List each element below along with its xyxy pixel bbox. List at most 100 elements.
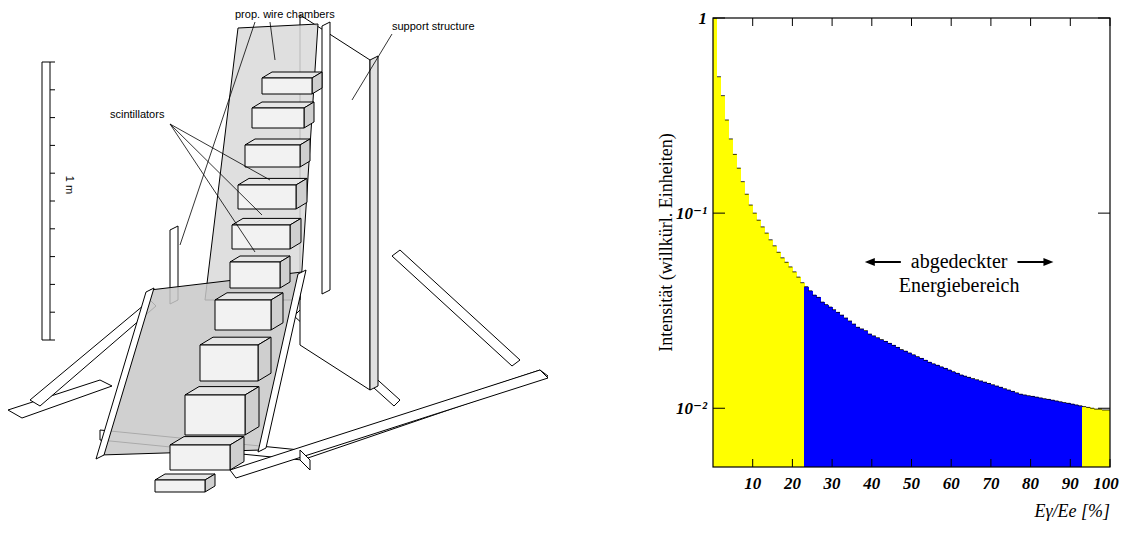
bar-top	[915, 356, 919, 357]
histogram-bar	[745, 194, 749, 467]
histogram-bar	[1043, 399, 1047, 467]
scintillator-top	[232, 218, 301, 225]
scintillator-front	[252, 108, 304, 128]
bar-top	[1078, 405, 1082, 406]
annotation-arrowhead	[865, 258, 875, 266]
x-tick-label: 40	[862, 474, 881, 493]
histogram-bar	[725, 120, 729, 467]
bar-top	[947, 370, 951, 371]
histogram-bar	[749, 205, 753, 467]
histogram-bar	[808, 291, 812, 467]
scintillator-front	[155, 480, 205, 492]
bar-top	[1035, 397, 1039, 398]
histogram-bar	[836, 312, 840, 467]
scintillator-side	[258, 337, 271, 381]
histogram-bar	[904, 351, 908, 467]
histogram-bar	[1035, 397, 1039, 467]
bar-top	[844, 318, 848, 319]
bars	[713, 18, 1110, 467]
histogram-bar	[991, 385, 995, 467]
histogram-bar	[816, 297, 820, 467]
annotation-line: abgedeckter	[911, 250, 1008, 273]
scale-tick	[50, 145, 55, 146]
bar-top	[765, 233, 769, 234]
bar-top	[987, 383, 991, 384]
y-tick	[713, 18, 725, 19]
bar-top	[832, 309, 836, 310]
bar-top	[1050, 400, 1054, 401]
bar-top	[864, 330, 868, 331]
histogram-bar	[959, 375, 963, 467]
x-tick-label: 20	[783, 474, 802, 493]
histogram-bar	[939, 367, 943, 467]
x-tick-label: 90	[1062, 474, 1080, 493]
histogram-bar	[880, 340, 884, 467]
histogram-bar	[856, 327, 860, 467]
scintillator-side	[312, 72, 322, 94]
bar-top	[1015, 392, 1019, 393]
x-tick	[951, 459, 952, 467]
y-tick	[713, 408, 725, 409]
histogram-bar	[1046, 399, 1050, 467]
histogram-bar	[804, 287, 808, 467]
histogram-bar	[1070, 404, 1074, 467]
detector-diagram	[8, 15, 548, 492]
scale-tick	[50, 89, 55, 90]
leader-line	[270, 22, 275, 60]
scintillator-front	[232, 225, 290, 249]
y-tick	[1098, 408, 1110, 409]
bar-top	[939, 366, 943, 367]
bar-top	[800, 282, 804, 283]
histogram-bar	[947, 370, 951, 467]
bar-top	[908, 352, 912, 353]
histogram-bar	[951, 372, 955, 467]
bar-top	[943, 368, 947, 369]
histogram-bar	[892, 345, 896, 467]
bar-top	[1094, 409, 1098, 410]
bar-top	[773, 245, 777, 246]
scintillator-front	[185, 395, 245, 435]
bar-top	[812, 295, 816, 296]
histogram-bar	[963, 376, 967, 467]
histogram-bar	[773, 246, 777, 467]
histogram-bar	[943, 368, 947, 467]
histogram-bar	[860, 329, 864, 467]
histogram-bar	[876, 338, 880, 467]
bar-top	[1046, 399, 1050, 400]
histogram-bar	[995, 386, 999, 467]
x-tick-label: 80	[1022, 474, 1040, 493]
x-tick	[752, 18, 753, 26]
histogram-bar	[983, 382, 987, 467]
histogram-bar	[900, 350, 904, 467]
histogram-bar	[868, 334, 872, 467]
x-tick	[871, 459, 872, 467]
bar-top	[828, 307, 832, 308]
scale-tick	[50, 256, 55, 257]
bar-top	[840, 315, 844, 316]
bar-top	[923, 360, 927, 361]
bar-top	[963, 376, 967, 377]
chamber-back	[205, 24, 318, 300]
histogram-bar	[1023, 395, 1027, 467]
bar-top	[848, 321, 852, 322]
histogram-bar	[721, 96, 725, 467]
histogram-bar	[733, 154, 737, 467]
bar-top	[967, 377, 971, 378]
bar-top	[1027, 395, 1031, 396]
bar-top	[1039, 397, 1043, 398]
scale-tick	[50, 117, 55, 118]
histogram-bar	[1090, 408, 1094, 467]
histogram-bar	[713, 18, 717, 467]
plot-frame	[713, 18, 1110, 467]
histogram-bar	[1003, 389, 1007, 467]
y-tick-label: 10⁻¹	[676, 204, 707, 223]
frame-post	[96, 288, 154, 459]
bar-top	[757, 220, 761, 221]
x-tick	[1110, 459, 1111, 467]
bar-top	[816, 297, 820, 298]
x-tick	[911, 459, 912, 467]
scintillator-front	[215, 300, 271, 330]
scintillator-front	[170, 445, 230, 470]
support-plate-edge	[370, 56, 378, 390]
annotation-arrow	[1017, 261, 1047, 263]
